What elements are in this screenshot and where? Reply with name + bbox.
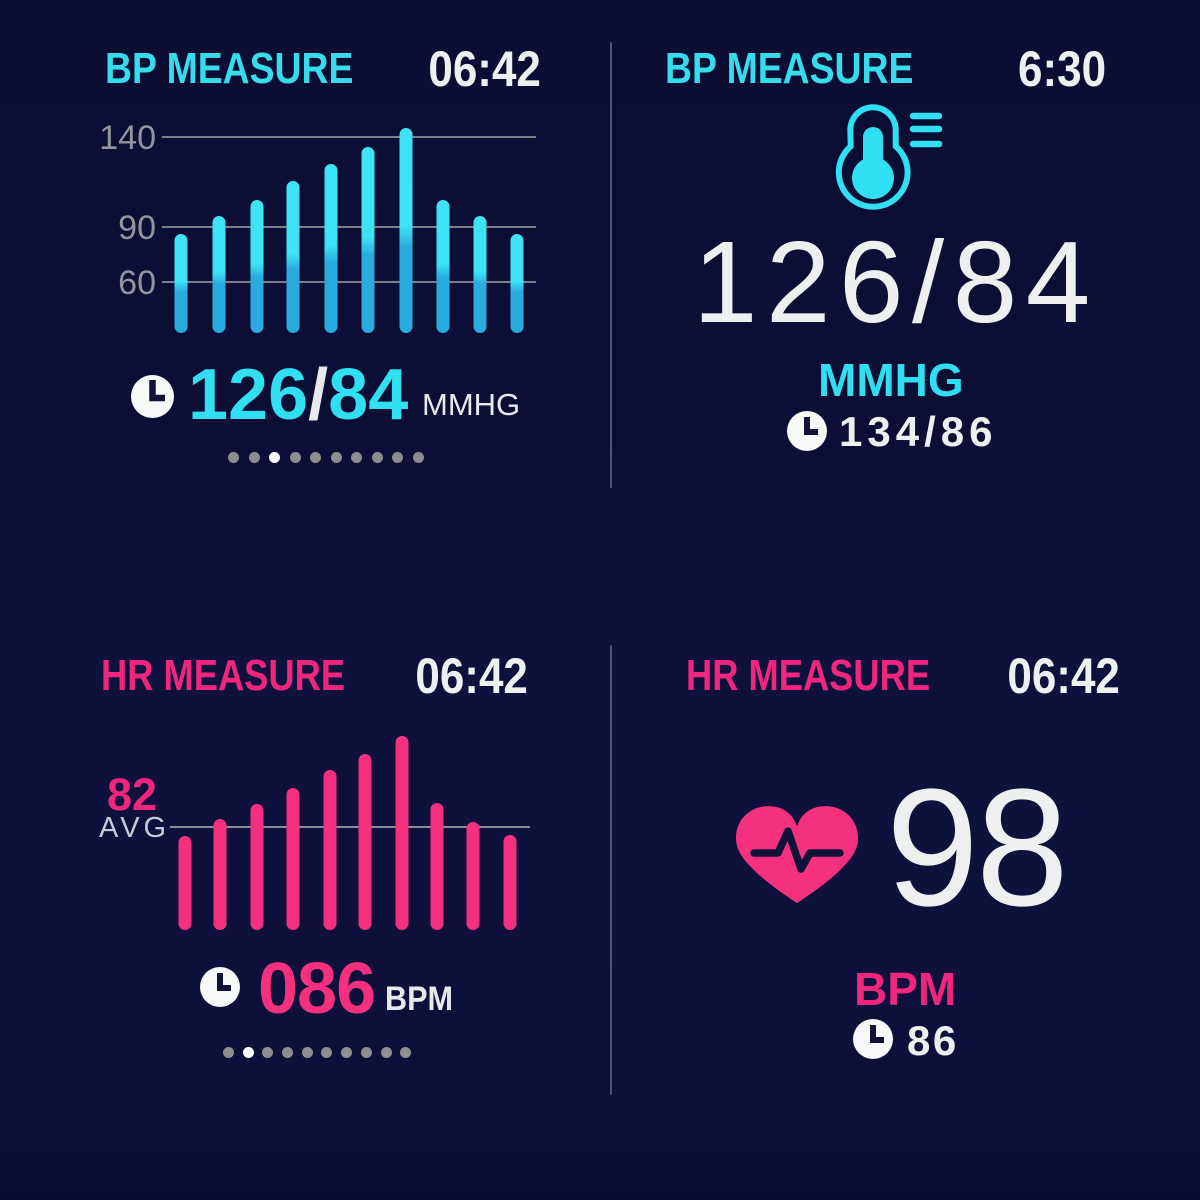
svg-text:90: 90 — [118, 209, 156, 247]
svg-text:60: 60 — [118, 264, 156, 302]
svg-text:140: 140 — [99, 119, 156, 157]
